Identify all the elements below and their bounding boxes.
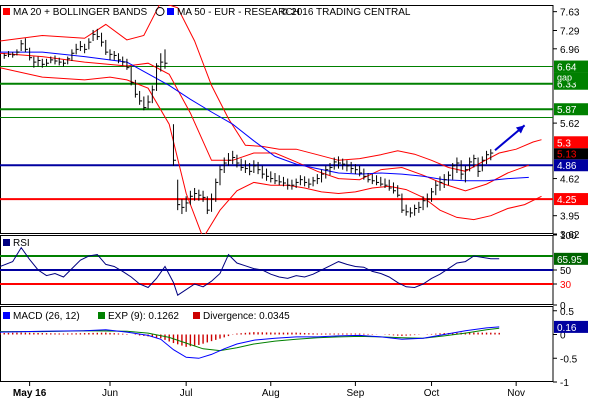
price-panel-frame (0, 5, 554, 234)
price-y-tick-label: 7.29 (560, 27, 580, 38)
ma20-legend-swatch (3, 8, 10, 15)
ma20-line (0, 52, 529, 192)
price-y-tick-label: 6.96 (560, 45, 580, 56)
price-y-tick-label: 3.62 (560, 230, 580, 241)
price-level-label: 6.64 (557, 63, 577, 74)
x-tick-label: Jun (102, 388, 118, 399)
macd-panel-frame (0, 306, 554, 382)
rsi-last-badge (554, 252, 588, 265)
bollinger-upper-line (0, 5, 542, 172)
gap-badge (554, 72, 588, 83)
ma50-legend-swatch (167, 8, 174, 15)
macd-last-label: 0.16 (557, 323, 577, 334)
x-tick-label: Aug (262, 388, 280, 399)
x-tick-label: Jul (180, 388, 193, 399)
price-level-badge (554, 103, 588, 116)
price-y-tick-label: 4.62 (560, 175, 580, 186)
price-level-badge (554, 159, 588, 172)
price-level-badge (554, 193, 588, 206)
legend-separator-icon (155, 7, 165, 16)
last-price-badge-upper (554, 136, 588, 149)
rsi-y-tick-label: 50 (560, 266, 572, 277)
price-level-label: 5.87 (557, 105, 577, 116)
x-tick-label: Nov (507, 388, 525, 399)
exp-legend-swatch (98, 312, 105, 319)
macd-y-tick-label: -0.5 (560, 354, 578, 365)
divergence-legend-swatch (193, 312, 200, 319)
macd-line (0, 326, 500, 359)
rsi-last-label: 65.95 (557, 255, 582, 266)
price-level-label: 6.33 (557, 80, 577, 91)
copyright-label: © 2016 TRADING CENTRAL (281, 7, 411, 18)
macd-legend-label: MACD (26, 12) (13, 311, 80, 322)
price-title: MA 20 + BOLLINGER BANDS (13, 7, 148, 18)
rsi-y-tick-label: 30 (560, 280, 572, 291)
macd-legend-swatch (3, 312, 10, 319)
rsi-legend-swatch (3, 239, 10, 246)
x-tick-label: Oct (424, 388, 440, 399)
macd-exp-line (0, 327, 500, 352)
forecast-arrow-head (515, 125, 525, 134)
last-price-label: 5.13 (557, 149, 577, 160)
price-y-tick-label: 7.63 (560, 8, 580, 19)
rsi-line (0, 246, 500, 296)
clip-price-series-group (0, 5, 542, 234)
price-y-tick-label: 3.95 (560, 212, 580, 223)
price-level-badge (554, 60, 588, 73)
rsi-y-tick-label: 100 (560, 231, 577, 242)
macd-last-badge (554, 320, 588, 333)
ma50-line (0, 51, 529, 182)
rsi-legend-label: RSI (13, 238, 30, 249)
price-y-tick-label: 5.62 (560, 119, 580, 130)
bollinger-lower-line (0, 67, 542, 234)
x-tick-label: Sep (346, 388, 364, 399)
price-level-label: 4.25 (557, 195, 577, 206)
last-price-upper-label: 5.3 (557, 138, 571, 149)
price-level-label: 4.86 (557, 161, 577, 172)
macd-y-tick-label: 0 (560, 331, 566, 342)
macd-y-tick-label: 0.5 (560, 307, 574, 318)
clip-rsi-series-group (0, 246, 500, 296)
macd-y-tick-label: -1 (560, 378, 569, 389)
x-tick-label: May 16 (13, 388, 47, 399)
price-title-2: MA 50 - EUR - RESEARCH (177, 7, 300, 18)
clip-macd-series-group (0, 326, 500, 359)
rsi-y-tick-label: 0 (560, 301, 566, 312)
exp-legend-label: EXP (9): 0.1262 (108, 311, 179, 322)
gap-label: gap (557, 73, 572, 83)
divergence-legend-label: Divergence: 0.0345 (203, 311, 290, 322)
last-price-badge (554, 148, 588, 160)
